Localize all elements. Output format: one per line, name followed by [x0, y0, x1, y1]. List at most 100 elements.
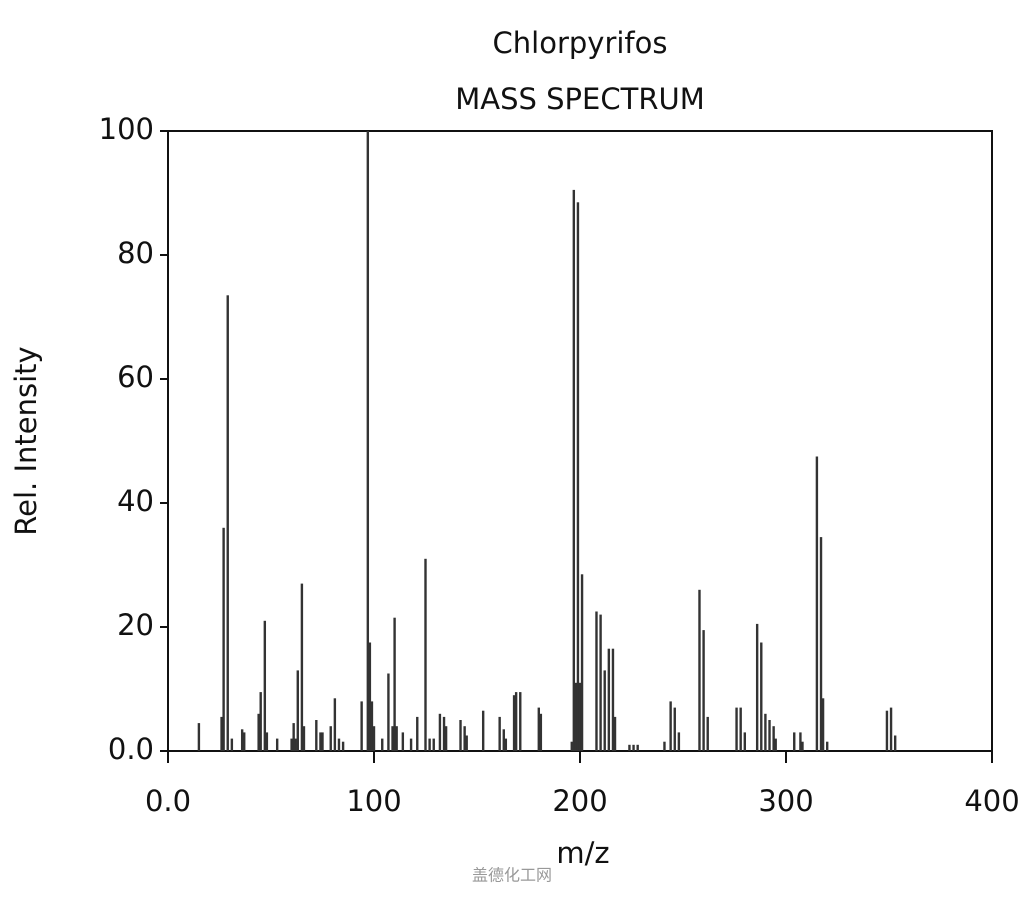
bar: [401, 732, 405, 751]
bar: [768, 720, 771, 751]
bar: [341, 741, 345, 751]
bar: [321, 732, 324, 751]
bar: [275, 738, 279, 751]
bar: [576, 202, 580, 752]
bar: [537, 707, 540, 751]
bar: [819, 537, 823, 751]
bar: [428, 738, 431, 751]
bar: [381, 738, 384, 751]
bar: [337, 738, 341, 751]
bar: [438, 713, 442, 751]
bar: [504, 738, 508, 751]
bar: [743, 732, 746, 751]
bar: [578, 682, 582, 751]
bar: [663, 741, 666, 751]
y-tick-label: 40: [117, 484, 154, 518]
bar: [821, 698, 825, 751]
bar: [613, 716, 617, 751]
x-tick-label: 100: [346, 784, 401, 818]
bar: [424, 558, 427, 751]
bar: [366, 131, 370, 751]
bar: [319, 732, 322, 751]
bar: [889, 707, 893, 751]
y-tick-label: 60: [117, 360, 154, 394]
bar: [368, 642, 372, 751]
bar: [885, 710, 889, 751]
bar: [442, 716, 446, 751]
bar: [230, 738, 234, 751]
bar: [636, 744, 639, 751]
bar: [329, 726, 332, 751]
bar: [222, 527, 225, 751]
bar: [793, 732, 796, 751]
bar: [502, 729, 505, 751]
bar: [826, 741, 829, 751]
bar: [240, 729, 244, 751]
bar: [220, 716, 223, 751]
bar: [259, 692, 262, 751]
bar: [315, 720, 318, 751]
y-tick-label: 20: [117, 608, 154, 642]
bar: [632, 744, 635, 751]
bar: [465, 735, 468, 751]
bar: [257, 713, 260, 751]
chart-subtitle: MASS SPECTRUM: [455, 82, 704, 116]
x-tick-label: 400: [964, 784, 1019, 818]
bar: [570, 741, 573, 751]
y-tick-label: 100: [99, 112, 154, 146]
bar: [463, 726, 466, 751]
bar: [387, 673, 390, 751]
bar: [739, 707, 742, 751]
bar: [292, 723, 295, 751]
bar: [243, 732, 246, 751]
watermark: 盖德化工网: [472, 866, 552, 885]
bar: [574, 682, 578, 751]
bar: [370, 701, 374, 751]
bar: [580, 574, 584, 751]
bar: [698, 589, 701, 751]
bar: [393, 617, 396, 751]
bar: [755, 623, 759, 751]
bar: [391, 726, 394, 751]
bar: [360, 701, 363, 751]
bar: [815, 456, 819, 751]
bar: [409, 738, 413, 751]
bar: [702, 630, 705, 751]
bar: [893, 735, 897, 751]
bar: [372, 726, 376, 751]
bar: [226, 295, 229, 751]
bar: [265, 732, 269, 751]
bar: [302, 726, 306, 751]
bar: [290, 738, 293, 751]
bar: [706, 716, 709, 751]
bar: [603, 670, 606, 751]
bar: [519, 692, 522, 751]
bar: [498, 716, 501, 751]
bar: [607, 648, 611, 751]
bar: [599, 614, 602, 751]
y-axis-label: Rel. Intensity: [9, 346, 43, 535]
bar: [760, 642, 763, 751]
bar: [772, 726, 775, 751]
x-axis-label: m/z: [556, 836, 609, 870]
bar: [296, 670, 299, 751]
bar: [774, 738, 777, 751]
bar: [300, 583, 304, 751]
bar: [395, 726, 398, 751]
bar: [432, 738, 435, 751]
bar: [263, 620, 267, 751]
bar: [677, 732, 681, 751]
bar: [669, 701, 672, 751]
x-tick-label: 200: [552, 784, 607, 818]
bar: [595, 611, 598, 751]
bar: [628, 744, 631, 751]
x-tick-label: 300: [758, 784, 813, 818]
bar: [459, 720, 462, 751]
x-tick-label: 0.0: [145, 784, 191, 818]
bar: [512, 695, 516, 751]
bar: [333, 698, 337, 751]
bar: [673, 707, 676, 751]
plot-frame: [167, 130, 993, 752]
